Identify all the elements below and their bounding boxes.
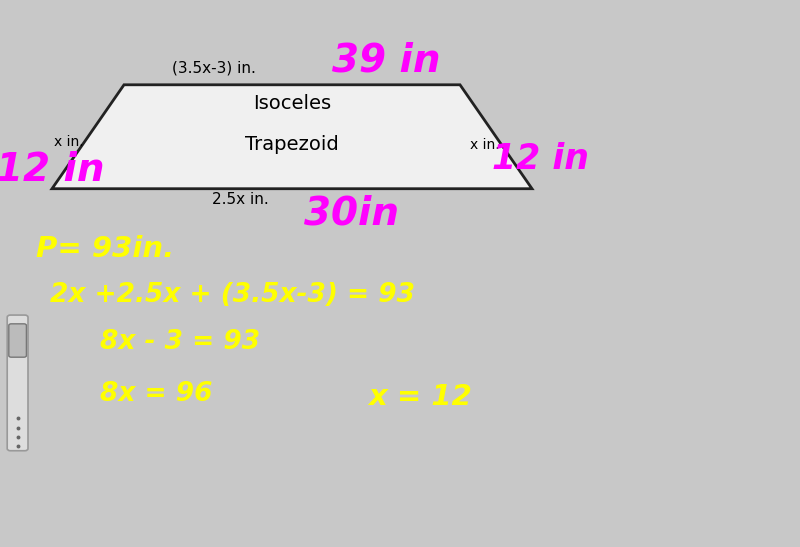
Text: 12 in: 12 in — [0, 150, 105, 189]
Text: 30in: 30in — [304, 194, 399, 232]
Text: 2.5x in.: 2.5x in. — [212, 192, 269, 207]
Text: 8x - 3 = 93: 8x - 3 = 93 — [100, 329, 260, 355]
Text: Trapezoid: Trapezoid — [245, 136, 339, 154]
Bar — [604, 0, 800, 547]
FancyBboxPatch shape — [9, 324, 26, 357]
Text: x = 12: x = 12 — [368, 382, 472, 411]
FancyBboxPatch shape — [7, 315, 28, 451]
Text: P= 93in.: P= 93in. — [36, 235, 174, 263]
Polygon shape — [52, 85, 532, 189]
Text: 39 in: 39 in — [332, 41, 441, 79]
Text: Isoceles: Isoceles — [253, 95, 331, 113]
Text: x in.: x in. — [54, 135, 84, 149]
Text: (3.5x-3) in.: (3.5x-3) in. — [172, 61, 256, 76]
Text: 2x +2.5x + (3.5x-3) = 93: 2x +2.5x + (3.5x-3) = 93 — [50, 282, 414, 309]
Text: x in.: x in. — [470, 138, 500, 152]
Text: 8x = 96: 8x = 96 — [100, 381, 213, 407]
Text: 12 in: 12 in — [492, 142, 589, 176]
